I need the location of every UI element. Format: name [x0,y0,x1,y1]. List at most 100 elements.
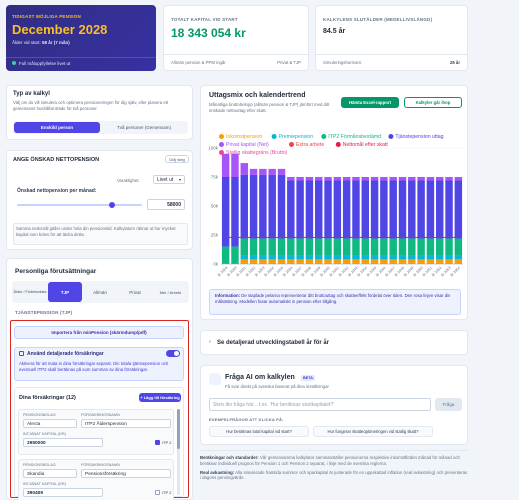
label: TOTALT KAPITAL VID START [171,17,238,22]
footer-label: Beräkningar och standarder: [200,455,259,460]
x-tick-label: år 2032 [245,266,256,277]
checkbox[interactable] [155,440,160,445]
example[interactable]: Hur fungerar skatteoptimeringen vid stat… [313,426,433,437]
note-right: 26 år [449,60,460,65]
bar [305,259,314,264]
bar [370,255,379,260]
x-tick-label: år 2031 [236,266,247,277]
example[interactable]: Hur beräknas total kapital vid start? [209,426,309,437]
field-label: FÖRSÄKRINGSNAMN [81,413,120,417]
info: Information: De staplade pelarna represe… [215,293,455,305]
footer-note: Real avkastning: Alla simulerade framtid… [200,470,468,482]
bar [305,238,314,256]
ask-button[interactable]: Fråga [435,398,462,411]
title: Typ av kalkyl [13,91,50,97]
info-box [209,289,461,315]
tab[interactable]: Två personer (Gemensam) [116,125,172,130]
question-input[interactable]: Skriv din fråga här... t.ex. 'Hur beräkn… [209,398,431,411]
company[interactable]: Alecta [23,419,77,428]
capital[interactable]: 2950000 [23,438,103,447]
checkbox[interactable] [155,490,160,495]
toggle[interactable] [166,350,180,357]
bar [268,238,276,256]
add-button[interactable]: + Lägg till försäkring [139,393,181,402]
bar [287,255,295,260]
bar [287,180,295,239]
value: December 2028 [12,22,108,37]
x-tick-label: år 2029 [217,266,228,277]
bar [296,238,304,256]
bar [231,246,239,264]
net-pension-card: ANGE ÖNSKAD NETTOPENSION Dölj steg Varak… [6,150,193,250]
y-tick-label: 75k [211,175,219,180]
legend-swatch [219,134,224,139]
table-toggle[interactable]: Se detaljerad utvecklingstabell år för å… [217,340,330,346]
duration-select[interactable]: Livet ut ▾ [153,175,185,184]
x-tick-label: år 2041 [329,266,340,277]
bar [370,177,379,181]
bar [259,238,267,256]
bar [426,255,435,260]
end-age-card: KALKYLENS SLUTÅLDER (MEDELLIVSLÄNGD) 84.… [315,5,468,71]
insurance-name[interactable]: ITP2 Ålderspension [81,419,171,428]
footer: Beräkningar och standarder: Vår gemensam… [200,450,468,498]
capital[interactable]: 390409 [23,488,103,497]
value: 84.5 år [323,28,346,35]
ai-card: Fråga AI om kalkylen BETA Få svar direkt… [200,365,468,445]
tab[interactable]: Ålder / Födelsedata [13,290,47,294]
bar [259,174,267,239]
bar [268,168,276,175]
bar [324,259,332,264]
note-box [13,223,188,245]
insurance-name[interactable]: Pensionsförsäkring [81,469,171,478]
bar [361,255,369,260]
bar [352,238,360,256]
x-tick-label: år 2038 [301,266,312,277]
bar [389,177,397,181]
bar [454,180,463,239]
tab[interactable]: Mer / Arbete [159,289,182,295]
x-tick-label: år 2049 [403,266,414,277]
x-tick-label: år 2043 [347,266,358,277]
amount-input[interactable]: 58000 [147,199,185,210]
company[interactable]: Skandia [23,469,77,478]
bar [287,238,295,256]
ai-title: Fråga AI om kalkylen [225,374,295,381]
bar [408,238,416,256]
import-button[interactable]: Importera från minPension (skärmdump/pdf… [14,326,184,339]
bar [333,180,342,239]
bar [408,255,416,260]
tab[interactable]: Privat [129,289,141,295]
tab[interactable]: Enskild person [14,122,100,133]
field-label: PENSIONSBOLAG [23,413,56,417]
tab[interactable]: Allmän [93,289,107,295]
tab[interactable]: TJP [48,282,82,302]
bar [277,255,286,260]
bar [315,177,323,181]
bar [221,153,230,177]
toggle[interactable]: Dölj steg [165,155,189,163]
bar [352,255,360,260]
bar [445,177,453,181]
value: 18 343 054 kr [171,26,246,40]
bar [287,259,295,264]
bar [342,238,351,256]
bar [315,259,323,264]
x-tick-label: år 2030 [226,266,237,277]
bar [296,259,304,264]
badge: BETA [301,375,316,381]
bar [333,177,342,181]
info-label: Information: [215,293,241,298]
age-value: 58 år (7 mån) [42,40,70,45]
check-button[interactable]: Kalkyler går ihop [404,97,462,108]
bar [370,238,379,256]
bar [380,259,388,264]
bar [398,238,407,256]
excel-button[interactable]: Hämta Excel-rapport [341,97,399,108]
bar [454,259,463,264]
bar [426,259,435,264]
slider-thumb[interactable] [109,202,115,208]
icon [19,351,24,356]
table-toggle-card[interactable]: › Se detaljerad utvecklingstabell år för… [200,330,468,355]
highlight-box: Importera från minPension (skärmdump/pdf… [10,320,189,500]
